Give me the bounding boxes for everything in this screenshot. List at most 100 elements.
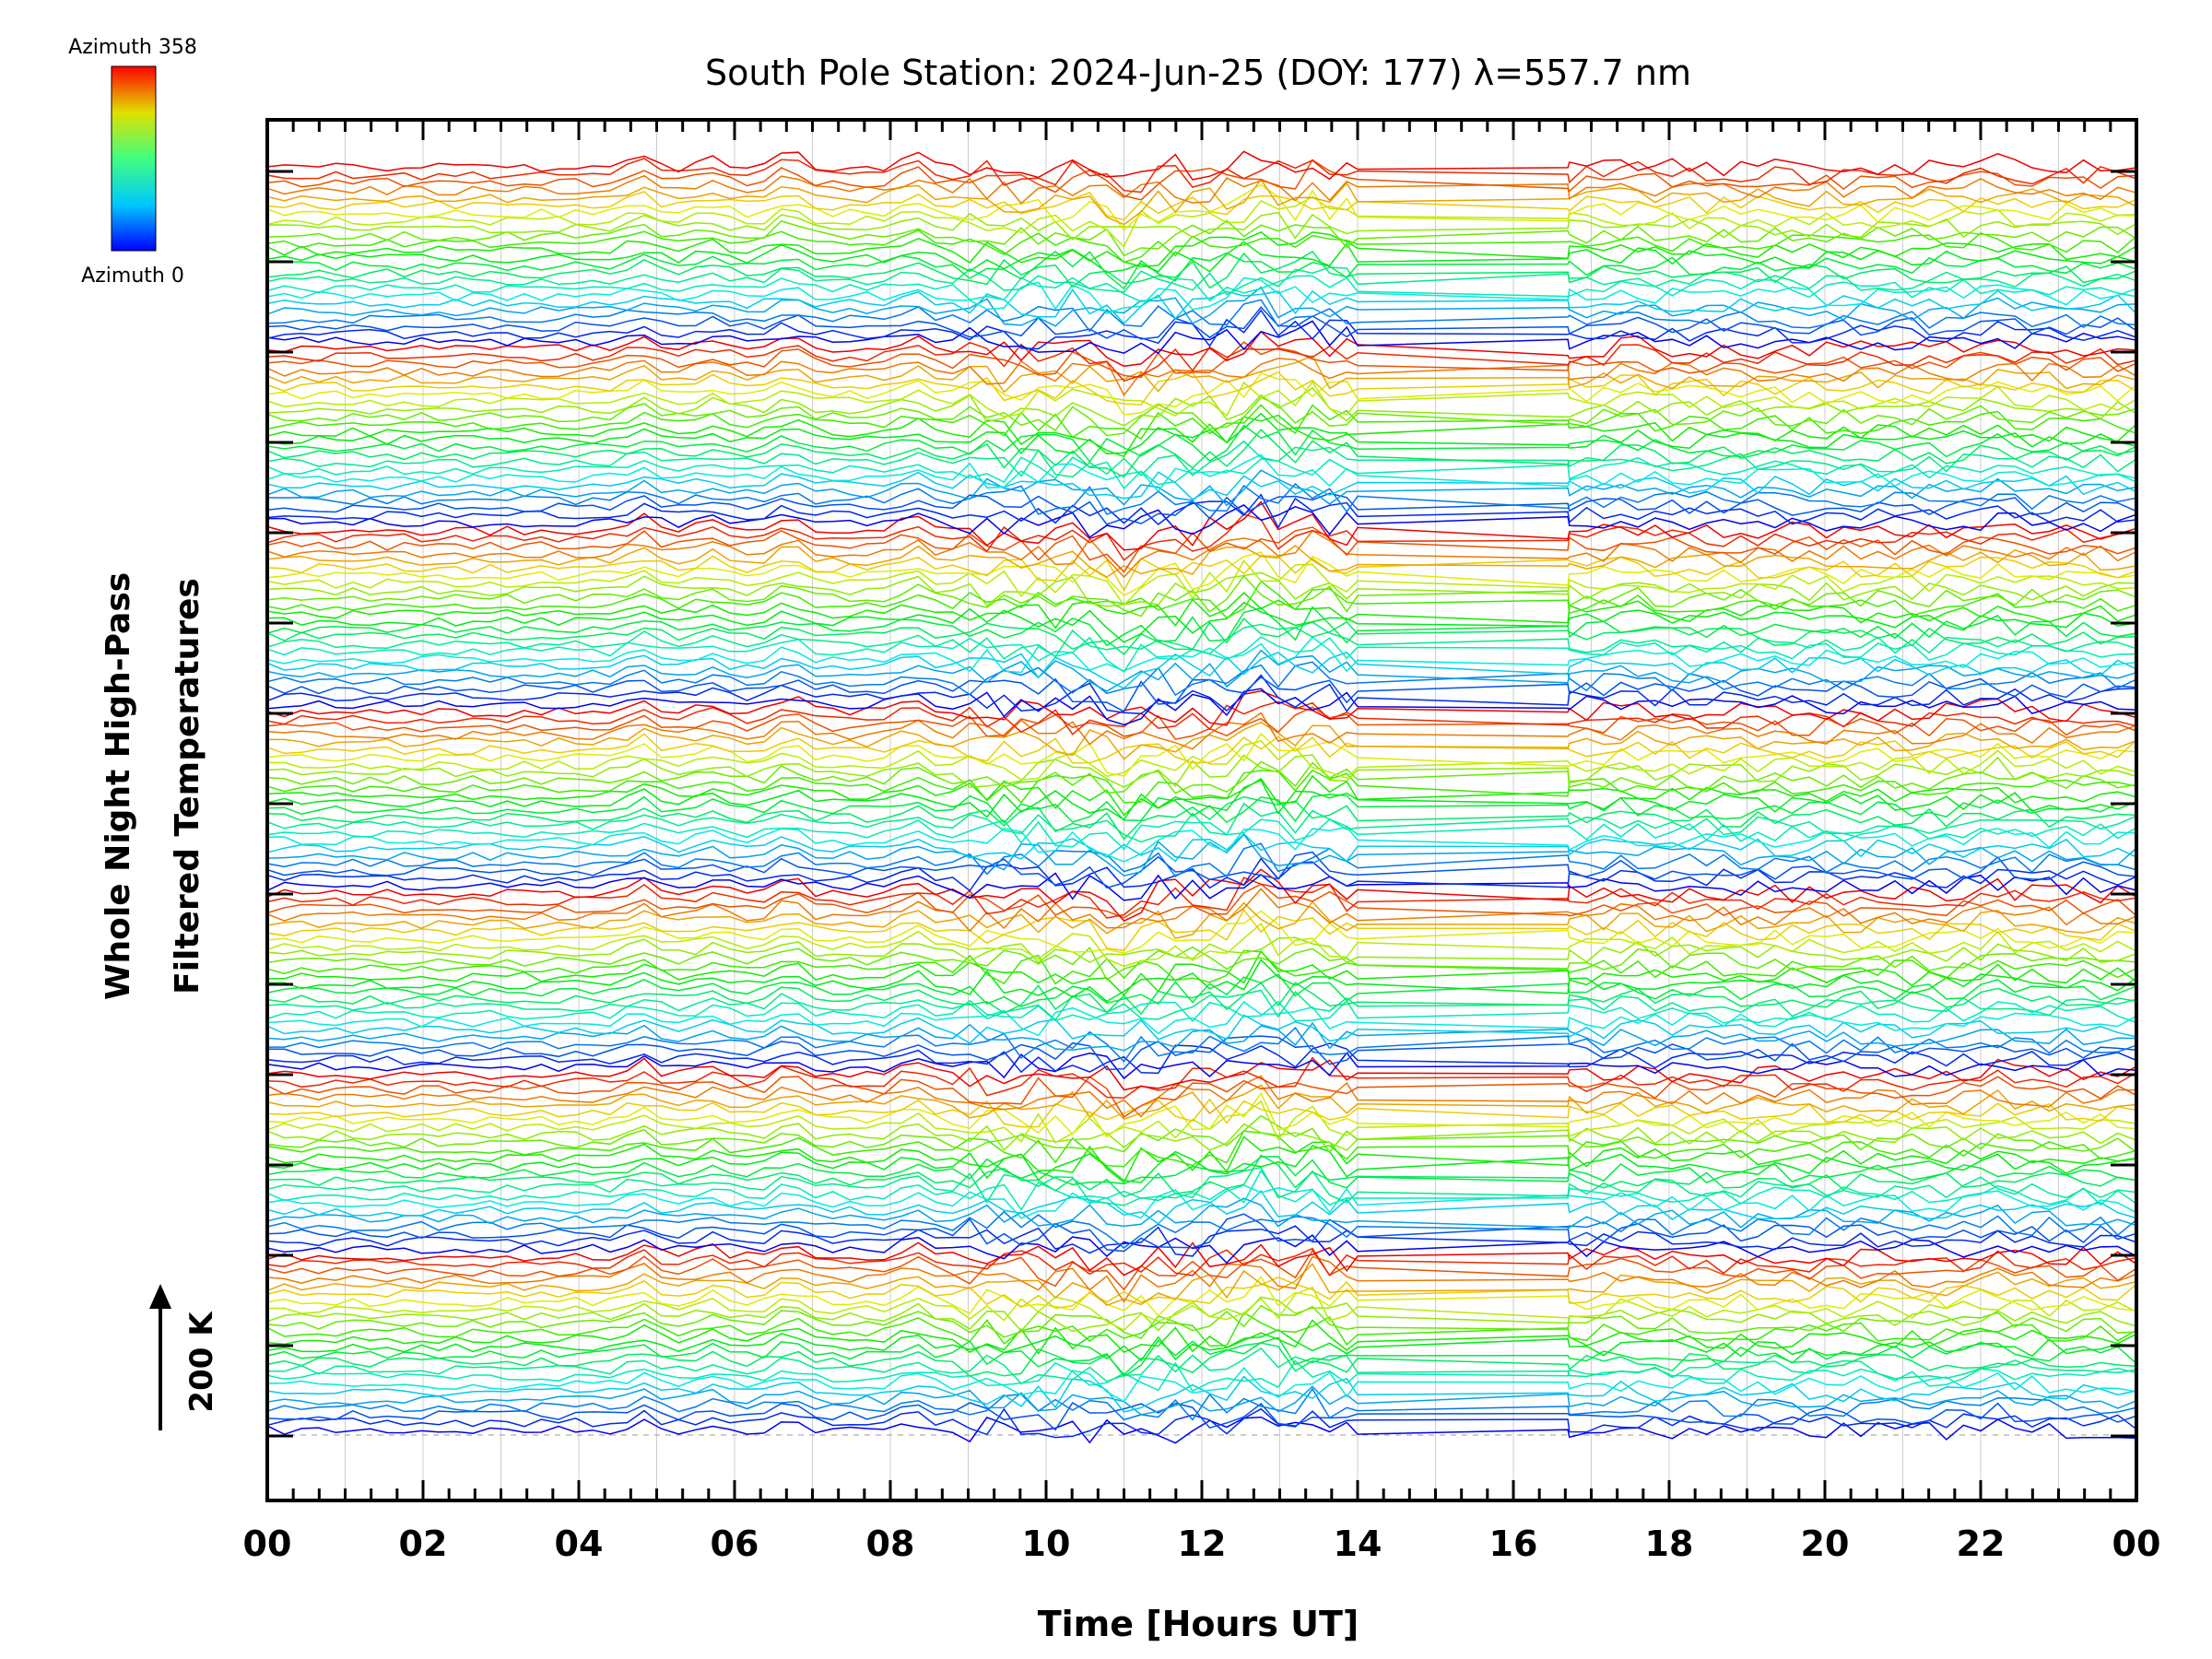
azimuth-trace [268,818,2136,851]
azimuth-trace [268,512,2136,561]
azimuth-trace [268,1154,2136,1198]
azimuth-trace [268,674,2136,715]
azimuth-trace [268,872,2136,901]
azimuth-trace [268,1135,2136,1183]
azimuth-trace [268,1166,2136,1206]
azimuth-trace [268,429,2136,478]
azimuth-trace [268,1234,2136,1265]
azimuth-trace [268,1328,2136,1362]
azimuth-trace [268,1098,2136,1128]
azimuth-trace [268,288,2136,324]
azimuth-trace [268,1319,2136,1355]
azimuth-trace [268,492,2136,525]
azimuth-trace [268,661,2136,697]
azimuth-trace [268,526,2136,573]
azimuth-trace [268,857,2136,892]
azimuth-trace [268,733,2136,764]
azimuth-trace [268,1276,2136,1310]
azimuth-trace [268,949,2136,985]
azimuth-trace [268,159,2136,201]
scale-label: 200 K [183,1311,220,1413]
azimuth-trace [268,1241,2136,1277]
azimuth-trace [268,690,2136,726]
azimuth-trace [268,883,2136,919]
azimuth-trace [268,471,2136,500]
azimuth-trace [268,1387,2136,1421]
azimuth-trace [268,1026,2136,1063]
azimuth-trace [268,493,2136,529]
azimuth-trace [268,1042,2136,1075]
azimuth-trace [268,150,2136,181]
azimuth-trace [268,396,2136,437]
chart-title: South Pole Station: 2024-Jun-25 (DOY: 17… [705,53,1691,93]
azimuth-trace [268,1145,2136,1183]
azimuth-trace [268,229,2136,264]
azimuth-trace [268,794,2136,824]
azimuth-trace [268,774,2136,817]
azimuth-trace [268,618,2136,655]
axis-ticks [267,120,2136,1500]
azimuth-trace [268,1249,2136,1291]
x-tick-label: 22 [1957,1524,2006,1564]
azimuth-trace [268,1367,2136,1403]
azimuth-trace [268,1156,2136,1189]
azimuth-trace [268,371,2136,416]
azimuth-trace [268,1255,2136,1303]
azimuth-trace [268,1123,2136,1151]
colorbar-top-label: Azimuth 358 [68,36,197,59]
x-tick-label: 00 [243,1524,292,1564]
azimuth-trace [268,250,2136,289]
azimuth-trace [268,636,2136,674]
azimuth-trace [268,555,2136,593]
azimuth-trace [268,868,2136,923]
azimuth-trace [268,888,2136,933]
azimuth-trace [268,1276,2136,1317]
azimuth-trace [268,1385,2136,1416]
azimuth-trace [268,276,2136,314]
y-axis-label-line2: Filtered Temperatures [169,578,206,994]
azimuth-trace [268,959,2136,1003]
azimuth-trace [268,1407,2136,1439]
azimuth-trace [268,908,2136,952]
azimuth-trace [268,1014,2136,1044]
azimuth-trace [268,688,2136,726]
azimuth-trace [268,1375,2136,1413]
azimuth-trace [268,949,2136,997]
azimuth-trace [268,649,2136,692]
azimuth-trace [268,842,2136,878]
azimuth-colorbar [111,65,157,252]
azimuth-trace [268,833,2136,877]
azimuth-trace [268,851,2136,889]
azimuth-trace [268,636,2136,674]
azimuth-trace [268,760,2136,794]
azimuth-trace [268,1052,2136,1080]
azimuth-trace [268,606,2136,647]
azimuth-trace [268,1056,2136,1100]
azimuth-trace [268,551,2136,597]
x-axis-label: Time [Hours UT] [1038,1604,1359,1644]
x-tick-label: 00 [2112,1524,2161,1564]
azimuth-trace [268,973,2136,1008]
azimuth-trace [268,712,2136,750]
azimuth-trace [268,500,2136,551]
azimuth-trace [268,341,2136,382]
azimuth-trace [268,414,2136,458]
azimuth-trace [268,1057,2136,1091]
azimuth-trace [268,795,2136,841]
azimuth-trace [268,456,2136,490]
azimuth-trace [268,832,2136,863]
azimuth-trace [268,754,2136,789]
azimuth-trace [268,178,2136,226]
azimuth-trace [268,404,2136,441]
azimuth-trace [268,1114,2136,1154]
x-tick-label: 06 [711,1524,759,1564]
azimuth-trace [268,195,2136,248]
azimuth-trace [268,1263,2136,1307]
azimuth-trace [268,802,2136,843]
azimuth-trace [268,999,2136,1024]
azimuth-trace [268,1035,2136,1071]
azimuth-trace [268,306,2136,340]
azimuth-trace [268,266,2136,296]
azimuth-trace [268,424,2136,464]
